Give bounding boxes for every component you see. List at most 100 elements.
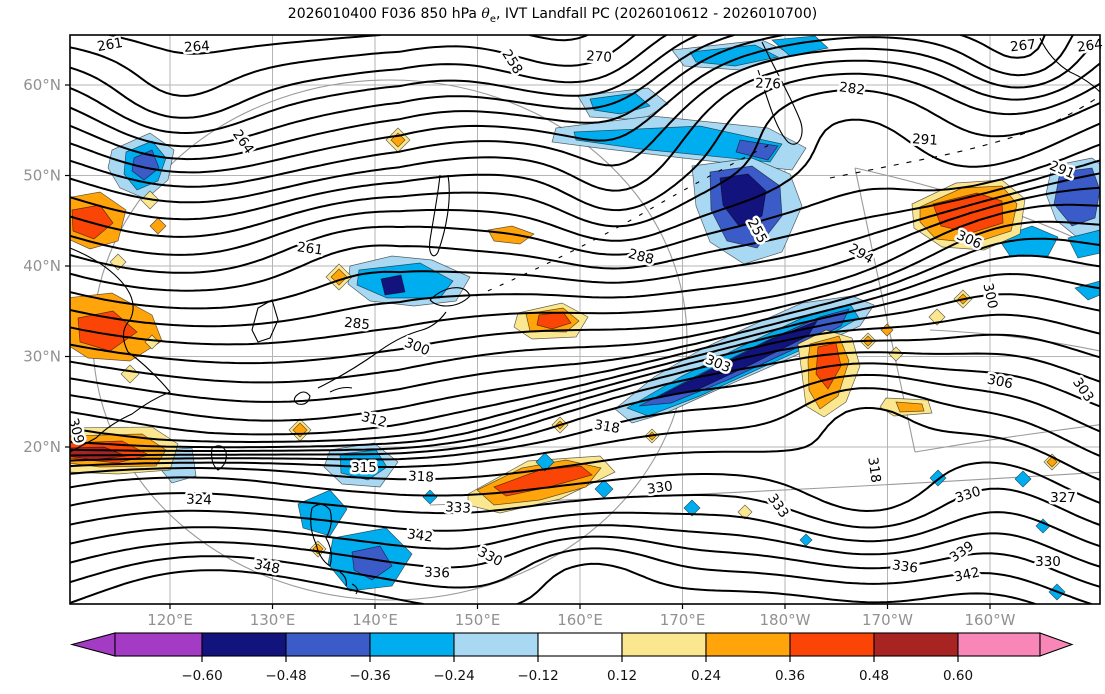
contour-label: 261 [296, 239, 324, 258]
shade-patch [880, 323, 894, 337]
contour-label: 342 [953, 564, 982, 585]
y-tick-label: 40°N [23, 257, 61, 275]
colorbar-tick-label: 0.48 [859, 668, 889, 684]
contour-label: 276 [755, 76, 781, 93]
title-theta-subscript: e [489, 13, 497, 25]
y-tick-label: 20°N [23, 438, 61, 456]
coastline-kuril-islands [475, 141, 776, 297]
contour-label: 300 [979, 282, 1000, 311]
contour-label: 285 [343, 315, 370, 334]
contour-label: 330 [475, 544, 505, 570]
coastline-philippines [310, 503, 358, 595]
colorbar-segment [957, 632, 1041, 657]
contour-label: 264 [229, 127, 257, 157]
coastlines [70, 37, 1100, 595]
colorbar-extend-left [69, 632, 116, 657]
shade-patch [339, 449, 388, 481]
contour-label: 327 [1050, 490, 1076, 506]
colorbar-segment [369, 632, 455, 657]
shade-patch [1067, 229, 1100, 259]
colorbar-segment [621, 632, 707, 657]
contour-label: 342 [406, 526, 434, 545]
colorbar-tick-label: 0.36 [775, 668, 805, 684]
shade-patch [351, 545, 393, 581]
shade-patch [737, 504, 753, 520]
contour-label: 261 [96, 35, 124, 55]
x-tick-label: 120°E [147, 611, 193, 629]
shade-patch [422, 489, 438, 505]
shade-patch [149, 217, 167, 235]
contour-label: 300 [402, 335, 432, 359]
contour-label: 312 [359, 409, 388, 431]
y-tick-label: 60°N [23, 76, 61, 94]
colorbar-tick-label: −0.60 [181, 668, 222, 684]
x-tick-label: 170°W [862, 611, 913, 629]
map-border [69, 34, 1101, 605]
colorbar-tick-label: −0.24 [433, 668, 474, 684]
shade-patch [380, 274, 406, 296]
colorbar-segment [873, 632, 959, 657]
shade-patch [297, 489, 348, 537]
contour-label: 291 [912, 131, 939, 149]
coastline-korea [251, 299, 279, 343]
colorbar-segment [285, 632, 371, 657]
x-tick-label: 140°E [352, 611, 398, 629]
contour-label: 309 [65, 416, 87, 445]
coastline-china [70, 247, 171, 453]
title-prefix: 2026010400 F036 850 hPa [287, 6, 482, 22]
colorbar-tick-label: 0.24 [691, 668, 721, 684]
shade-patch [594, 479, 614, 499]
domain-arc [929, 329, 1100, 352]
colorbar-segment [537, 632, 623, 657]
shade-patch [735, 139, 779, 161]
shade-patch [799, 533, 813, 547]
title-suffix: , IVT Landfall PC (2026010612 - 20260107… [496, 6, 818, 22]
shade-patch [535, 452, 555, 472]
shade-patch [689, 44, 780, 67]
shade-patch [895, 401, 925, 413]
x-tick-label: 150°E [455, 611, 501, 629]
contour-label: 315 [351, 460, 377, 476]
x-tick-label: 180°W [760, 611, 811, 629]
shade-patch [1074, 280, 1100, 301]
contour-label: 336 [424, 565, 450, 582]
contour-label: 282 [838, 79, 866, 98]
coastline-sakhalin [429, 174, 450, 257]
colorbar-tick-label: −0.12 [517, 668, 558, 684]
contour-label: 318 [593, 417, 621, 437]
shade-patch [1053, 167, 1100, 227]
contour-label: 267 [1009, 37, 1036, 56]
colorbar-segment [705, 632, 791, 657]
shade-patch [77, 310, 138, 352]
contour-label: 348 [253, 556, 282, 577]
x-tick-label: 160°W [965, 611, 1016, 629]
x-axis-labels: 120°E 130°E 140°E 150°E 160°E 170°E 180°W 170°W… [147, 611, 1015, 629]
shade-patch [131, 149, 160, 181]
coastline-honshu [317, 311, 447, 389]
contour-label: 336 [891, 557, 919, 576]
shade-patch [683, 499, 701, 517]
shade-patch [719, 173, 767, 227]
contour-label: 258 [498, 47, 525, 77]
colorbar-tick-label: 0.12 [607, 668, 637, 684]
colorbar-segment [453, 632, 539, 657]
contour-label: 333 [764, 491, 792, 521]
colorbar-tick-label: 0.60 [943, 668, 973, 684]
coastline-alaska [1039, 37, 1100, 93]
contour-label: 318 [408, 468, 435, 485]
title-theta-symbol: θ [481, 6, 490, 22]
x-tick-label: 160°E [557, 611, 603, 629]
figure-title: 2026010400 F036 850 hPa θe, IVT Landfall… [0, 6, 1105, 25]
colorbar-segment [201, 632, 287, 657]
contour-label: 324 [186, 492, 212, 509]
contour-label: 270 [586, 48, 613, 66]
shade-patch [120, 364, 140, 384]
shade-patch [1035, 518, 1051, 534]
pc-shading-patches [70, 35, 1100, 601]
colorbar-extend-right [1039, 632, 1074, 657]
y-tick-label: 30°N [23, 348, 61, 366]
shade-patch [888, 346, 904, 362]
colorbar-segment [789, 632, 875, 657]
